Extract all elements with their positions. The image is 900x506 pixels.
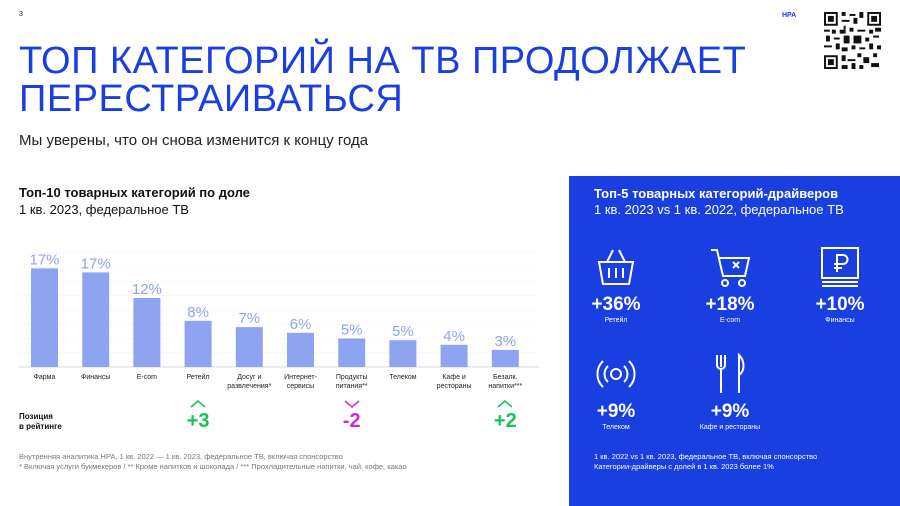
ranking-change: -2: [332, 398, 372, 432]
driver-value: +9%: [710, 401, 750, 422]
bar: [235, 327, 263, 367]
chart-subtitle: 1 кв. 2023, федеральное ТВ: [19, 202, 189, 217]
bar: [184, 320, 212, 367]
x-tick-label: питания**: [336, 383, 368, 390]
ranking-change: +3: [178, 398, 218, 432]
driver-ecom: +18% E-com: [685, 244, 775, 325]
signal-icon: [596, 360, 636, 388]
driver-finance: +10% Финансы: [795, 244, 885, 325]
brand-logo: НРА: [782, 12, 797, 19]
bar-value-label: 4%: [443, 328, 465, 345]
driver-label: E-com: [719, 317, 741, 324]
x-tick-label: Досуг и: [237, 374, 261, 381]
bar-value-label: 3%: [494, 333, 516, 350]
bar-value-label: 17%: [81, 255, 111, 272]
qr-code-icon: [824, 12, 881, 69]
x-tick-label: сервисы: [287, 383, 314, 390]
driver-label: Телеком: [602, 424, 630, 431]
chevron-up-icon: [497, 400, 513, 408]
driver-value: +10%: [815, 294, 865, 315]
bar-value-label: 5%: [392, 323, 414, 340]
driver-telecom: +9% Телеком: [571, 351, 661, 432]
bar-value-label: 5%: [341, 322, 363, 339]
drivers-panel-title: Топ-5 товарных категорий-драйверов: [594, 186, 839, 201]
ranking-label: Позиция в рейтинге: [19, 412, 62, 432]
driver-value: +18%: [705, 294, 755, 315]
bar: [31, 268, 58, 367]
bar: [440, 344, 468, 367]
ranking-label-line1: Позиция: [19, 412, 53, 421]
driver-retail: +36% Ретейл: [571, 244, 661, 325]
x-tick-label: Безалк.: [493, 374, 518, 381]
drivers-panel-subtitle: 1 кв. 2023 vs 1 кв. 2022, федеральное ТВ: [594, 202, 844, 217]
driver-label: Финансы: [825, 317, 855, 324]
basket-icon: [597, 249, 635, 285]
bar: [389, 340, 417, 367]
bar-value-label: 8%: [187, 304, 209, 321]
page-subtitle: Мы уверены, что он снова изменится к кон…: [19, 132, 369, 149]
ranking-label-line2: в рейтинге: [19, 422, 62, 431]
driver-value: +36%: [591, 294, 641, 315]
bar-value-label: 6%: [290, 316, 312, 333]
drivers-panel-note-2: Категории-драйверы с долей в 1 кв. 2023 …: [594, 462, 774, 471]
page-title: ТОП КАТЕГОРИЙ НА ТВ ПРОДОЛЖАЕТ ПЕРЕСТРАИ…: [19, 40, 747, 120]
drivers-panel-note-1: 1 кв. 2022 vs 1 кв. 2023, федеральное ТВ…: [594, 452, 818, 461]
bar: [133, 298, 161, 367]
bar-value-label: 17%: [29, 251, 59, 268]
chart-title: Топ-10 товарных категорий по доле: [19, 185, 250, 200]
footnote-definitions: * Включая услуги букмекеров / ** Кроме н…: [19, 462, 407, 471]
x-tick-label: Финансы: [81, 374, 110, 381]
x-tick-label: Интернет-: [284, 374, 318, 381]
chevron-up-icon: [190, 400, 206, 408]
x-tick-label: Фарма: [34, 374, 56, 381]
x-tick-label: Кафе и: [442, 374, 466, 381]
driver-label: Кафе и рестораны: [699, 424, 761, 431]
driver-cafes: +9% Кафе и рестораны: [685, 351, 775, 432]
bar: [491, 349, 519, 367]
bar-value-label: 7%: [238, 310, 260, 327]
bar-value-label: 12%: [132, 281, 162, 298]
ranking-change-value: +3: [186, 410, 210, 432]
driver-label: Ретейл: [604, 317, 628, 324]
fork-knife-icon: [716, 352, 745, 393]
x-tick-label: Ретейл: [187, 373, 210, 381]
ruble-banknote-icon: [821, 247, 859, 287]
driver-value: +9%: [596, 401, 636, 422]
footnote-source: Внутренняя аналитика НРА, 1 кв. 2022 — 1…: [19, 452, 343, 461]
x-tick-label: рестораны: [437, 383, 472, 390]
bar-chart: 17% Фарма 17% Финансы 12% E-com 8% Ретейл 7% Досу…: [19, 251, 539, 390]
x-tick-label: Телеком: [389, 374, 417, 381]
ranking-change: +2: [485, 398, 525, 432]
drivers-panel: Топ-5 товарных категорий-драйверов 1 кв.…: [569, 176, 900, 506]
x-tick-label: E-com: [137, 374, 157, 381]
x-tick-label: развлечения*: [227, 383, 271, 390]
bar: [287, 332, 314, 367]
ranking-change-value: +2: [493, 410, 517, 432]
bar: [338, 338, 366, 367]
ranking-change-value: -2: [342, 410, 361, 432]
x-tick-label: напитки***: [488, 383, 522, 390]
x-tick-label: Продукты: [336, 374, 368, 381]
bar: [82, 272, 110, 367]
page-number: 3: [19, 11, 23, 18]
chevron-down-icon: [344, 400, 360, 408]
cart-icon: [711, 249, 751, 287]
